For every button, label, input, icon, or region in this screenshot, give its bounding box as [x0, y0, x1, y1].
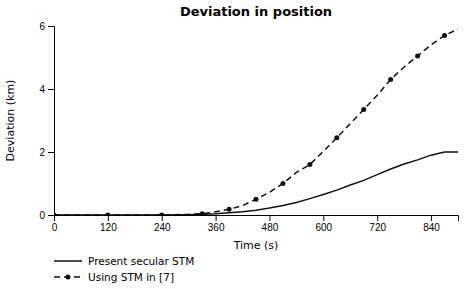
chart: 0 120 240 360 480 600 720 840 0 2 4 6 Deviation in p…: [0, 0, 474, 289]
legend-item: Present secular STM: [54, 255, 194, 267]
tick-mark: [48, 89, 54, 90]
tick-label: 480: [262, 222, 279, 233]
tick-mark: [48, 152, 54, 153]
series-marker: [307, 162, 312, 167]
plot-area: 0 120 240 360 480 600 720 840 0 2 4 6: [39, 21, 458, 233]
series-marker: [334, 135, 339, 140]
tick: 240: [154, 215, 171, 233]
tick-label: 120: [100, 222, 117, 233]
title: Deviation in position: [180, 4, 332, 19]
series-marker: [159, 212, 164, 215]
tick-mark: [216, 215, 217, 221]
tick: 6: [39, 21, 54, 32]
tick-label: 2: [39, 147, 45, 158]
series-line: [54, 152, 458, 215]
series-marker: [254, 197, 259, 202]
series-marker: [200, 211, 205, 215]
legend-marker: [66, 275, 71, 280]
tick: 360: [208, 215, 225, 233]
tick: 840: [423, 215, 440, 233]
series-marker: [54, 213, 57, 216]
series-marker: [227, 207, 232, 212]
tick-label: 840: [423, 222, 440, 233]
tick-label: 720: [369, 222, 386, 233]
tick: 0: [39, 210, 54, 221]
x-axis-label: Time (s): [233, 239, 279, 252]
tick-mark: [377, 215, 378, 221]
tick-label: 360: [208, 222, 225, 233]
tick-mark: [162, 215, 163, 221]
tick-label: 0: [39, 210, 45, 221]
series-marker: [415, 53, 420, 58]
tick: 4: [39, 84, 54, 95]
tick: 600: [315, 215, 332, 233]
series-group: [54, 29, 458, 215]
tick-label: 0: [52, 222, 58, 233]
tick-mark: [48, 26, 54, 27]
tick: 0: [52, 215, 58, 233]
y-axis: 0 2 4 6: [39, 21, 54, 221]
tick-mark: [48, 215, 54, 216]
tick: 480: [262, 215, 279, 233]
tick-mark: [269, 215, 270, 221]
y-axis-label: Deviation (km): [4, 80, 17, 162]
tick-mark: [108, 215, 109, 221]
legend-label: Using STM in [7]: [88, 271, 174, 283]
tick-label: 4: [39, 84, 45, 95]
series-marker: [280, 181, 285, 186]
series-line: [54, 29, 458, 215]
chart-container: 0 120 240 360 480 600 720 840 0 2 4 6 Deviation in p…: [0, 0, 474, 289]
x-axis: 0 120 240 360 480 600 720 840: [52, 215, 459, 233]
tick-label: 6: [39, 21, 45, 32]
series-marker: [105, 213, 110, 216]
legend-swatch: [54, 260, 82, 262]
series-marker: [388, 77, 393, 82]
legend: Present secular STM Using STM in [7]: [54, 255, 194, 283]
legend-label: Present secular STM: [88, 255, 194, 267]
tick: 120: [100, 215, 117, 233]
legend-item: Using STM in [7]: [54, 271, 174, 283]
series-marker: [361, 107, 366, 112]
tick-mark: [323, 215, 324, 221]
tick: 720: [369, 215, 386, 233]
series-marker: [442, 33, 447, 38]
tick-label: 240: [154, 222, 171, 233]
tick-mark: [431, 215, 432, 221]
axis-line: [48, 27, 55, 216]
tick: 2: [39, 147, 54, 158]
tick-label: 600: [315, 222, 332, 233]
axis-line: [55, 216, 459, 222]
